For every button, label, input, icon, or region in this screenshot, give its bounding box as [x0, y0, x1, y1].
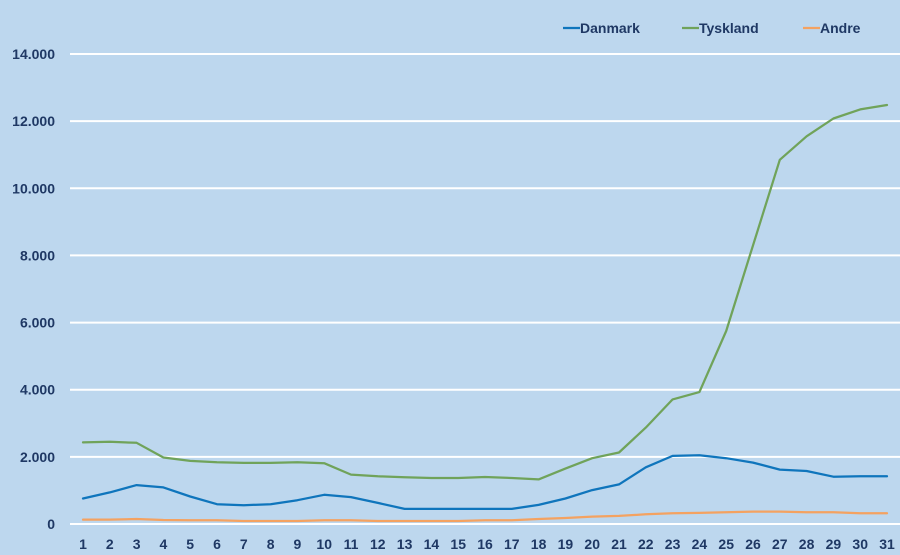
y-tick-label: 0 — [47, 516, 55, 532]
x-tick-label: 2 — [106, 536, 114, 552]
x-tick-label: 10 — [316, 536, 332, 552]
x-tick-label: 3 — [133, 536, 141, 552]
x-tick-label: 6 — [213, 536, 221, 552]
series-line-andre — [81, 510, 889, 523]
x-tick-label: 25 — [718, 536, 734, 552]
x-tick-label: 17 — [504, 536, 520, 552]
x-tick-label: 19 — [558, 536, 574, 552]
x-tick-label: 16 — [477, 536, 493, 552]
series-layer — [81, 103, 889, 523]
y-tick-label: 6.000 — [20, 315, 55, 331]
x-tick-label: 29 — [826, 536, 842, 552]
legend-label: Tyskland — [699, 20, 759, 36]
x-tick-label: 22 — [638, 536, 654, 552]
x-tick-label: 1 — [79, 536, 87, 552]
x-tick-label: 21 — [611, 536, 627, 552]
x-tick-label: 31 — [879, 536, 895, 552]
legend-label: Andre — [820, 20, 861, 36]
x-tick-label: 4 — [160, 536, 168, 552]
grid-layer — [70, 53, 900, 525]
legend-label: Danmark — [580, 20, 640, 36]
y-tick-label: 4.000 — [20, 382, 55, 398]
y-tick-label: 8.000 — [20, 247, 55, 263]
y-axis-tick-labels: 0 2.000 4.000 6.000 8.000 10.000 12.000 14.000 — [12, 46, 55, 532]
legend: Danmark Tyskland Andre — [563, 20, 861, 36]
x-tick-label: 11 — [344, 536, 359, 552]
x-tick-label: 28 — [799, 536, 815, 552]
x-tick-label: 27 — [772, 536, 788, 552]
x-tick-label: 30 — [852, 536, 868, 552]
legend-item: Andre — [803, 20, 861, 36]
y-tick-label: 10.000 — [12, 180, 55, 196]
x-tick-label: 18 — [531, 536, 547, 552]
x-tick-label: 20 — [584, 536, 600, 552]
series-line-tyskland — [81, 103, 889, 481]
x-axis-tick-labels: 1 2 3 4 5 6 7 8 9 10 11 12 13 14 15 16 17 18 19 20 21 22 23 24 2… — [79, 536, 895, 552]
x-tick-label: 23 — [665, 536, 681, 552]
x-tick-label: 26 — [745, 536, 761, 552]
x-tick-label: 13 — [397, 536, 413, 552]
series-line-danmark — [81, 454, 889, 511]
x-tick-label: 12 — [370, 536, 386, 552]
y-tick-label: 2.000 — [20, 449, 55, 465]
x-tick-label: 15 — [450, 536, 466, 552]
y-tick-label: 14.000 — [12, 46, 55, 62]
legend-item: Tyskland — [682, 20, 759, 36]
x-tick-label: 8 — [267, 536, 275, 552]
x-tick-label: 24 — [692, 536, 708, 552]
x-tick-label: 9 — [294, 536, 302, 552]
x-tick-label: 7 — [240, 536, 248, 552]
x-tick-label: 5 — [186, 536, 194, 552]
y-tick-label: 12.000 — [12, 113, 55, 129]
legend-item: Danmark — [563, 20, 640, 36]
x-tick-label: 14 — [424, 536, 440, 552]
